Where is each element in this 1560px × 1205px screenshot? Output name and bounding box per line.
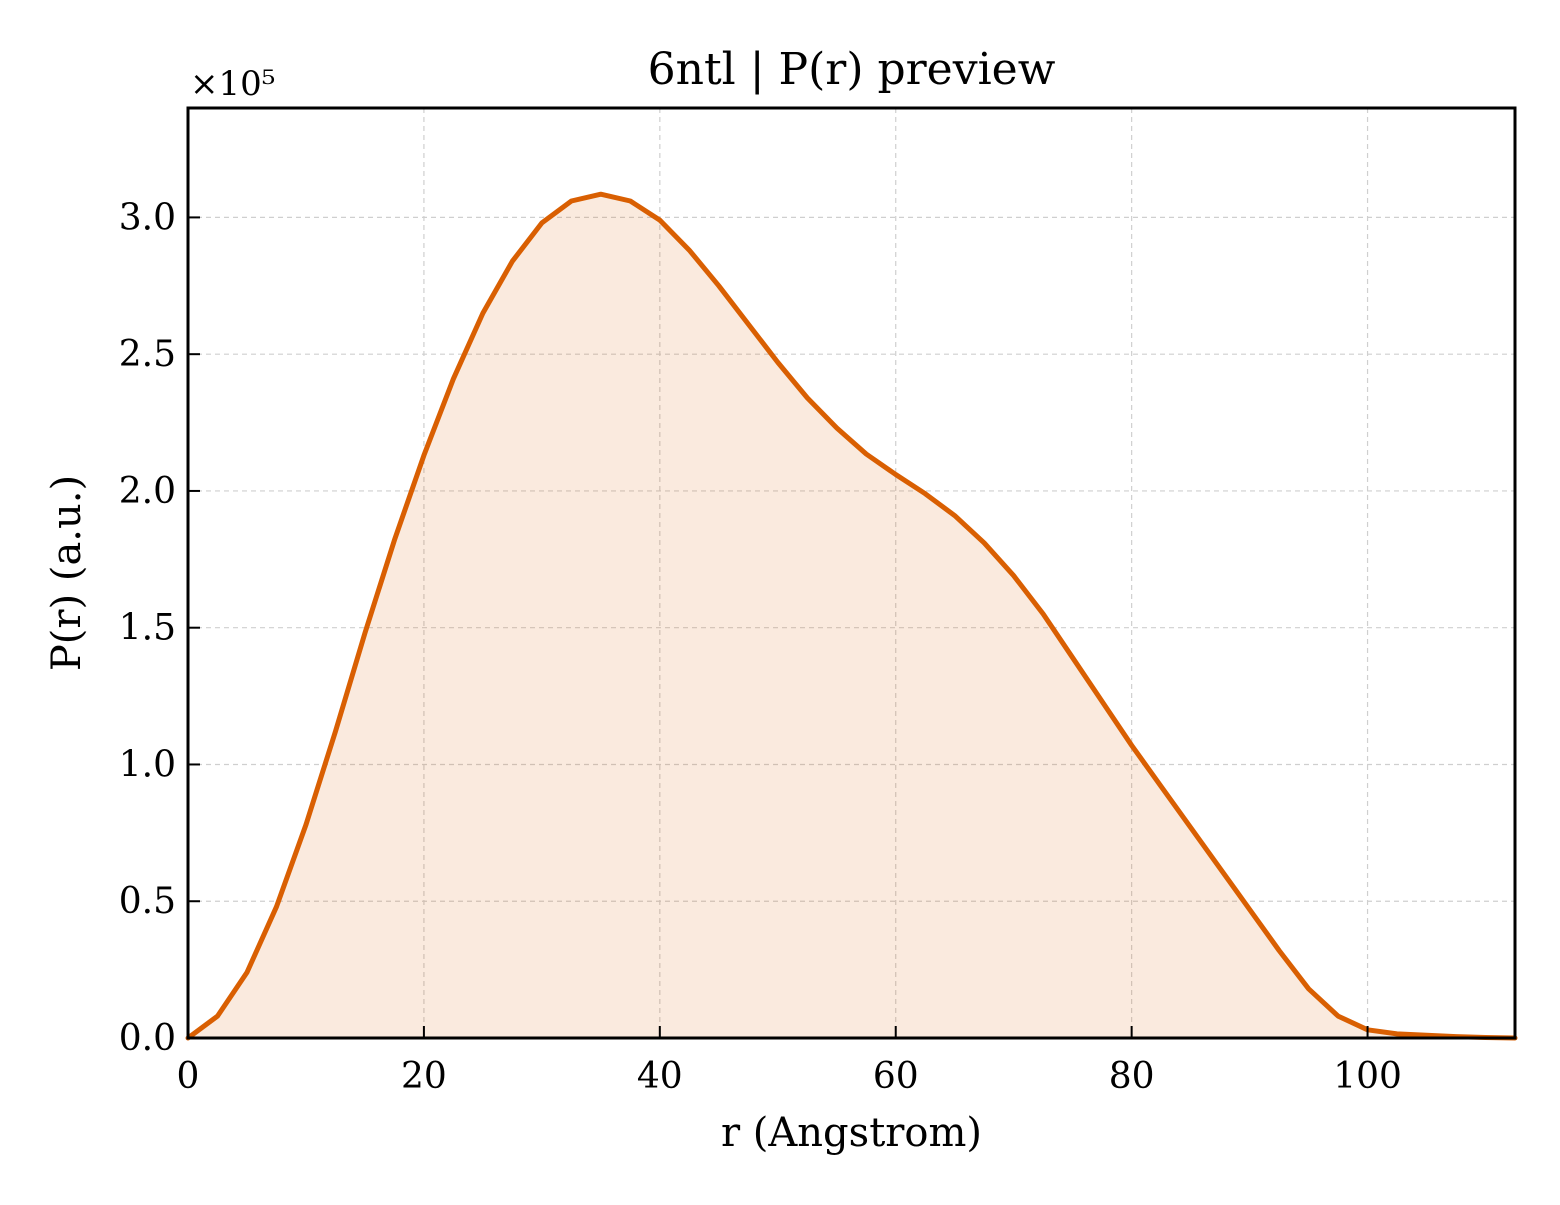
y-tick-label: 3.0 — [119, 197, 176, 238]
x-tick-label: 80 — [1109, 1056, 1155, 1097]
plot-area — [185, 191, 1518, 1041]
y-tick-label: 1.0 — [119, 744, 176, 785]
y-tick-label: 1.5 — [119, 608, 176, 649]
grid — [188, 108, 1515, 1038]
x-tick-label: 100 — [1333, 1056, 1402, 1097]
series-area-fill — [188, 194, 1515, 1038]
x-axis-label: r (Angstrom) — [721, 1110, 982, 1156]
y-tick-label: 0.5 — [119, 881, 176, 922]
y-tick-label: 2.0 — [119, 471, 176, 512]
x-tick-label: 20 — [401, 1056, 447, 1097]
y-tick-label: 2.5 — [119, 334, 176, 375]
x-tick-label: 60 — [873, 1056, 919, 1097]
y-tick-label: 0.0 — [119, 1018, 176, 1059]
chart-title: 6ntl | P(r) preview — [648, 44, 1056, 95]
axis-ticks: 0 20 40 60 80 100 0.0 0.5 1.0 1.5 2.0 2.5 3.0 — [119, 197, 1402, 1097]
y-axis-label: P(r) (a.u.) — [44, 475, 90, 671]
plot-frame — [186, 106, 1517, 1040]
x-tick-label: 40 — [637, 1056, 683, 1097]
x-tick-label: 0 — [177, 1056, 200, 1097]
series-line — [185, 191, 1518, 1041]
y-axis-multiplier: ×10⁵ — [190, 64, 275, 104]
